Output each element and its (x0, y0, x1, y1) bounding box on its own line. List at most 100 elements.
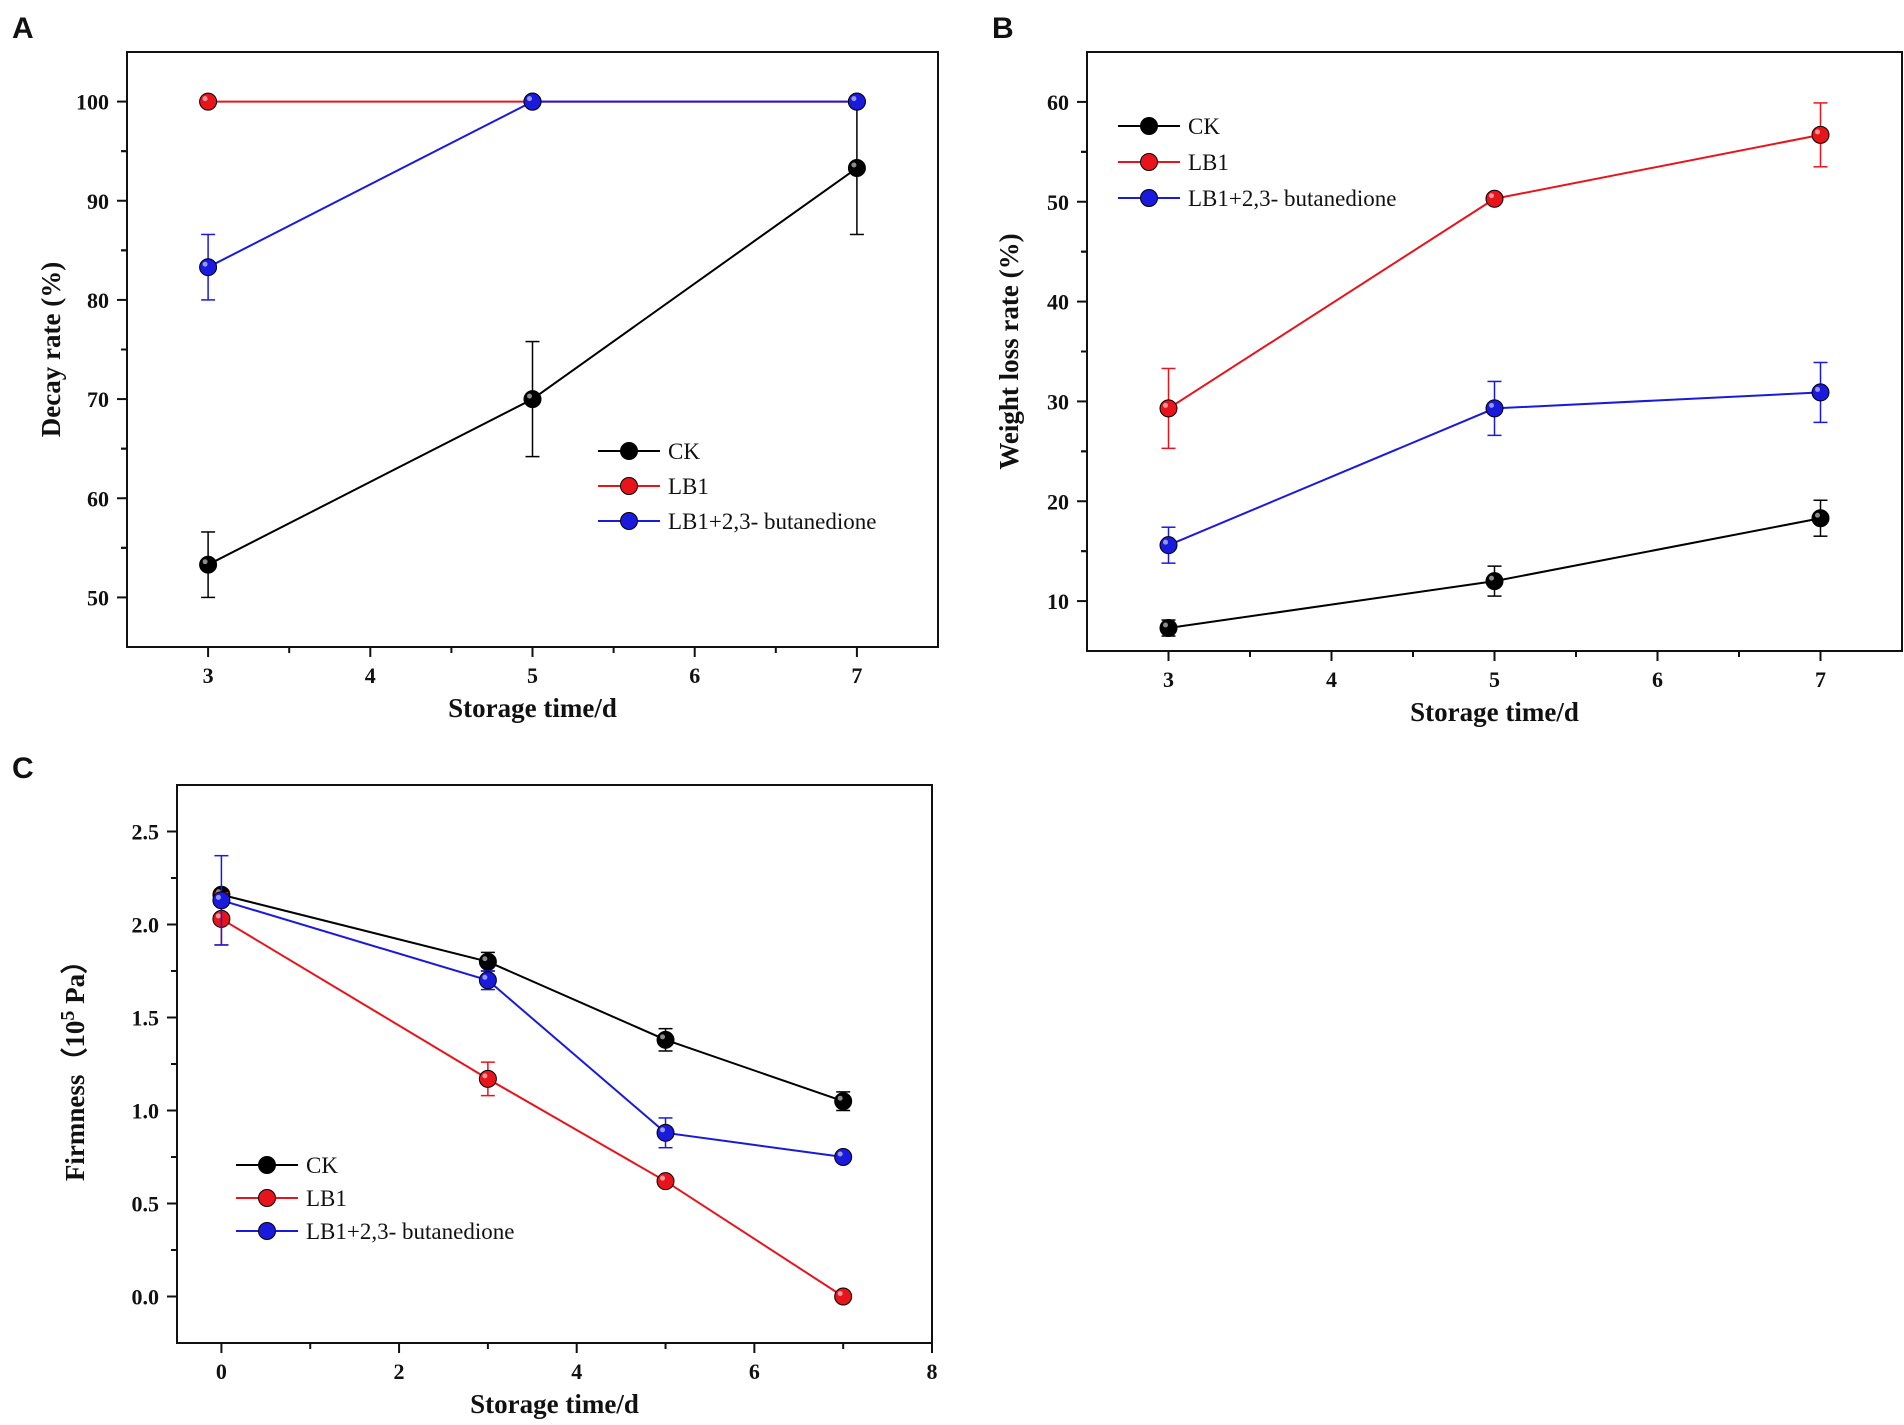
legend-label: LB1+2,3- butanedione (668, 509, 876, 534)
x-tick-label: 7 (1815, 667, 1826, 692)
y-tick-label: 90 (87, 189, 109, 214)
data-point (199, 258, 218, 277)
data-point-highlight (837, 1095, 843, 1101)
y-tick-label: 50 (1047, 190, 1069, 215)
series-line (207, 100, 857, 269)
data-point-highlight (1815, 129, 1820, 135)
data-point (478, 1069, 497, 1088)
legend-label: CK (668, 439, 700, 464)
data-point (847, 159, 866, 178)
data-point-highlight (1489, 193, 1494, 199)
legend-marker (1140, 117, 1158, 135)
x-tick-label: 2 (394, 1359, 405, 1384)
data-point-highlight (1163, 539, 1168, 545)
series-ck (199, 100, 866, 599)
y-axis-title-prefix: Firmness（10 (60, 1021, 90, 1181)
data-point-highlight (851, 162, 857, 168)
panel-letter: C (12, 752, 34, 785)
y-tick-label: 80 (87, 288, 109, 313)
y-tick-label: 1.5 (132, 1006, 160, 1031)
y-tick-label: 70 (87, 387, 109, 412)
data-point-highlight (215, 913, 221, 919)
plot-frame (176, 784, 933, 1344)
data-point (212, 891, 231, 910)
legend-label: LB1 (668, 474, 709, 499)
data-point (1159, 536, 1178, 555)
data-point (478, 971, 497, 990)
legend: CK LB1 LB1+2,3- butanedione (598, 439, 876, 534)
data-point (656, 1030, 675, 1049)
data-point-highlight (202, 261, 208, 267)
x-axis-title: Storage time/d (448, 693, 617, 723)
legend-marker (1140, 153, 1158, 171)
y-tick-label: 0.0 (132, 1285, 160, 1310)
panel-letter: A (12, 12, 34, 45)
x-tick-label: 6 (749, 1359, 760, 1384)
data-point-highlight (660, 1034, 666, 1040)
data-point (523, 390, 542, 409)
data-point-highlight (660, 1127, 666, 1133)
data-point-highlight (1163, 402, 1168, 408)
legend: CK LB1 LB1+2,3- butanedione (236, 1153, 514, 1244)
data-point (523, 92, 542, 111)
series-line (221, 893, 844, 1103)
data-point-highlight (482, 974, 488, 980)
x-tick-label: 4 (365, 663, 376, 688)
legend-marker (620, 512, 638, 530)
series-lb1 (1159, 102, 1830, 450)
x-tick-label: 7 (851, 663, 862, 688)
y-tick-label: 40 (1047, 290, 1069, 315)
x-axis-title: Storage time/d (1410, 697, 1579, 727)
legend-label: LB1 (1188, 150, 1229, 175)
legend-label: CK (1188, 114, 1220, 139)
x-tick-label: 0 (216, 1359, 227, 1384)
data-point-highlight (482, 1073, 488, 1079)
x-tick-label: 4 (1326, 667, 1337, 692)
panel-c: C 0 2 4 6 8 0.0 0.5 1.0 1.5 2.0 2.5 Storage time/d Fi… (12, 752, 938, 1419)
x-tick-label: 6 (689, 663, 700, 688)
legend-label: LB1 (306, 1186, 347, 1211)
data-point (199, 555, 218, 574)
data-point (1811, 509, 1830, 528)
x-axis-title: Storage time/d (470, 1389, 639, 1419)
legend-label: LB1+2,3- butanedione (306, 1219, 514, 1244)
data-point-highlight (1163, 622, 1168, 628)
data-point-highlight (1489, 575, 1494, 581)
x-tick-label: 3 (1163, 667, 1174, 692)
y-tick-label: 60 (1047, 90, 1069, 115)
data-point-highlight (837, 1291, 843, 1296)
data-point-highlight (1489, 402, 1494, 408)
data-point (1811, 125, 1830, 144)
y-axis-title: Firmness（105 Pa） (57, 947, 90, 1181)
series-lb1-2-3-butanedione (212, 854, 853, 1166)
y-tick-label: 2.5 (132, 820, 160, 845)
x-tick-label: 5 (1489, 667, 1500, 692)
x-tick-label: 6 (1652, 667, 1663, 692)
y-axis-title-superscript: 5 (57, 1011, 79, 1021)
data-point (1811, 383, 1830, 402)
x-tick-label: 5 (527, 663, 538, 688)
data-point (834, 1287, 853, 1306)
data-point-highlight (851, 96, 857, 102)
y-axis-title-suffix: Pa） (60, 947, 90, 1011)
data-point-highlight (202, 559, 208, 565)
x-tick-label: 3 (203, 663, 214, 688)
data-point (199, 92, 218, 111)
legend-label: LB1+2,3- butanedione (1188, 186, 1396, 211)
panel-a: A 3 4 5 6 7 50 60 70 80 90 100 Storage time/d Decay r… (12, 12, 939, 723)
y-tick-label: 10 (1047, 589, 1069, 614)
data-point-highlight (1815, 386, 1820, 392)
y-tick-label: 100 (76, 90, 109, 115)
series-ck (1159, 499, 1830, 638)
legend-label: CK (306, 1153, 338, 1178)
y-tick-label: 20 (1047, 489, 1069, 514)
panel-b: B 3 4 5 6 7 10 20 30 40 50 60 Storage time/d Weight l… (992, 12, 1903, 727)
panel-letter: B (992, 12, 1014, 45)
data-point-highlight (1815, 512, 1820, 518)
legend-marker (258, 1222, 276, 1240)
data-point-highlight (482, 956, 488, 962)
series-lb1-2-3-butanedione (199, 92, 866, 301)
series-line (220, 918, 844, 1298)
data-point (847, 92, 866, 111)
